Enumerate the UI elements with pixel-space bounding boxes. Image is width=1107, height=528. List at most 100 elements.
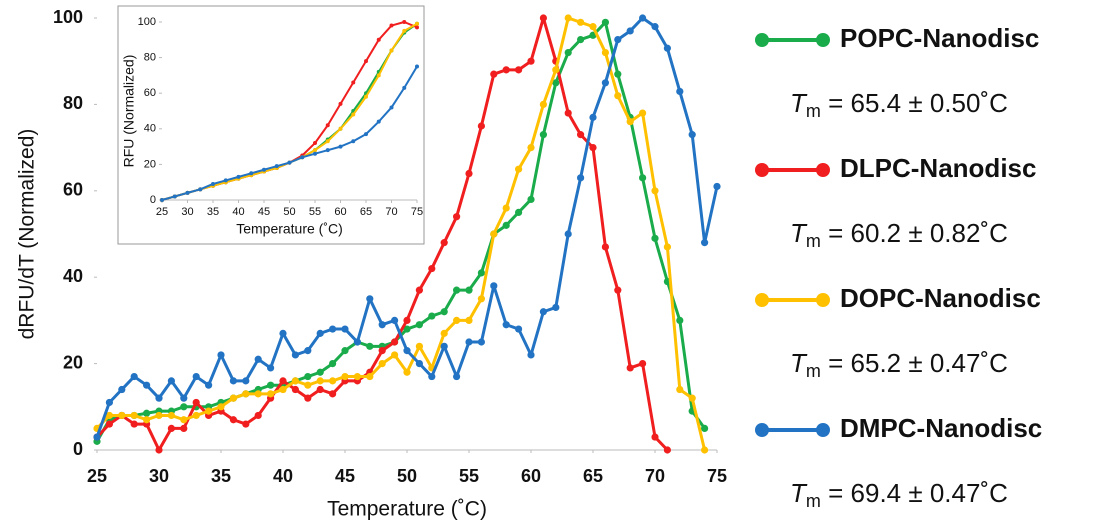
point: [325, 123, 330, 128]
legend-label: POPC-Nanodisc: [840, 23, 1039, 53]
x-tick-label: 55: [309, 206, 321, 218]
point: [428, 372, 436, 381]
x-tick-label: 70: [645, 466, 665, 486]
point: [291, 385, 299, 394]
point: [589, 144, 597, 152]
point: [465, 169, 473, 178]
point: [626, 118, 634, 126]
point: [313, 151, 317, 156]
x-tick-label: 45: [258, 206, 270, 218]
point: [601, 48, 610, 57]
x-tick-label: 75: [707, 466, 727, 486]
point: [217, 351, 225, 359]
point: [552, 66, 560, 74]
point: [338, 144, 343, 149]
point: [515, 66, 523, 74]
point: [351, 112, 356, 117]
point: [353, 372, 361, 381]
point: [155, 394, 163, 402]
tm-symbol: T: [790, 218, 808, 248]
point: [105, 420, 113, 428]
point: [477, 122, 485, 130]
y-tick-label: 0: [150, 194, 156, 206]
x-tick-label: 35: [207, 206, 219, 218]
point: [440, 239, 448, 247]
y-tick-label: 0: [73, 439, 83, 459]
x-tick-label: 50: [397, 466, 417, 486]
x-tick-label: 55: [459, 466, 479, 486]
point: [415, 321, 423, 329]
point: [160, 198, 164, 202]
tm-annotation: Tm = 60.2 ± 0.82˚C: [790, 218, 1008, 251]
point: [391, 351, 399, 359]
point: [601, 243, 610, 251]
point: [676, 385, 684, 394]
point: [688, 131, 696, 139]
inset-frame: [117, 5, 425, 245]
point: [527, 144, 535, 152]
tm-text: = 60.2 ± 0.82˚C: [821, 218, 1008, 248]
point: [428, 264, 436, 273]
point: [701, 446, 709, 454]
point: [364, 94, 368, 99]
point: [701, 424, 709, 432]
point: [676, 316, 684, 324]
point: [274, 164, 279, 169]
y-tick-label: 20: [63, 352, 83, 372]
x-tick-label: 75: [411, 206, 423, 218]
point: [614, 286, 622, 294]
point: [515, 325, 523, 333]
point: [167, 411, 175, 420]
point: [676, 87, 684, 96]
point: [663, 446, 672, 454]
point: [465, 316, 473, 324]
point: [490, 282, 498, 290]
point: [490, 230, 498, 238]
tm-text: = 65.2 ± 0.47˚C: [821, 348, 1008, 378]
y-tick-label: 80: [63, 93, 83, 113]
tm-subscript: m: [806, 491, 821, 511]
point: [453, 286, 461, 294]
legend-marker: [816, 33, 830, 47]
point: [440, 308, 448, 316]
tm-annotation: Tm = 65.4 ± 0.50˚C: [790, 88, 1008, 121]
point: [651, 187, 659, 195]
y-axis-title: dRFU/dT (Normalized): [16, 129, 39, 340]
point: [351, 139, 356, 144]
point: [539, 14, 548, 22]
point: [415, 21, 419, 26]
point: [626, 27, 634, 35]
point: [325, 139, 330, 144]
point: [577, 131, 585, 139]
point: [589, 23, 597, 31]
point: [180, 394, 188, 402]
point: [564, 48, 572, 57]
x-tick-label: 60: [521, 466, 541, 486]
y-tick-label: 40: [144, 123, 156, 135]
point: [577, 36, 585, 44]
x-axis-title: Temperature (˚C): [327, 498, 487, 521]
point: [465, 338, 473, 346]
point: [155, 411, 163, 420]
point: [403, 368, 411, 376]
point: [515, 165, 523, 173]
point: [304, 372, 312, 381]
tm-annotation: Tm = 69.4 ± 0.47˚C: [790, 478, 1008, 511]
point: [316, 385, 324, 394]
point: [329, 377, 337, 385]
point: [291, 351, 299, 359]
legend-marker: [755, 33, 769, 47]
point: [304, 394, 312, 402]
point: [192, 398, 200, 407]
x-tick-label: 35: [211, 466, 231, 486]
point: [415, 342, 423, 350]
tm-symbol: T: [790, 348, 808, 378]
x-tick-label: 30: [181, 206, 193, 218]
point: [180, 403, 188, 411]
point: [105, 398, 113, 407]
y-tick-label: 60: [63, 180, 83, 200]
point: [223, 178, 228, 183]
point: [502, 66, 510, 74]
point: [502, 321, 510, 329]
